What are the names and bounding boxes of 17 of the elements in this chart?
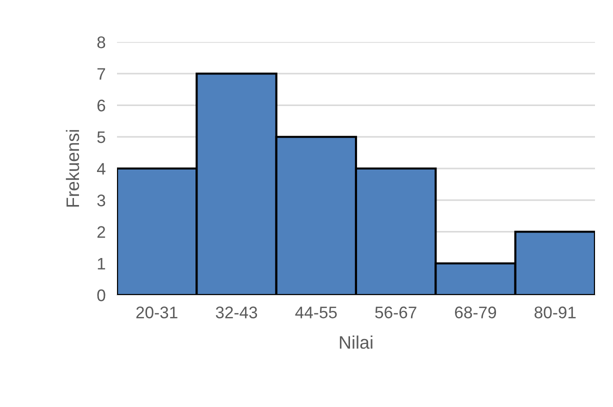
y-tick-label: 2 (97, 226, 106, 238)
y-tick-label: 7 (97, 68, 106, 80)
y-tick-label: 0 (97, 289, 106, 302)
y-tick-label: 1 (98, 258, 106, 270)
x-tick-label: 32-43 (216, 306, 258, 318)
y-tick-label: 8 (97, 36, 106, 48)
y-tick-label: 4 (97, 163, 106, 175)
x-axis-title: Nilai (340, 336, 372, 349)
x-tick-label: 44-55 (295, 306, 337, 318)
y-tick-label: 5 (97, 131, 106, 144)
y-axis-title: Frekuensi (66, 130, 80, 207)
y-tick-label: 6 (97, 100, 106, 112)
x-tick-label: 20-31 (136, 306, 178, 318)
y-tick-label: 3 (97, 194, 106, 206)
x-tick-label: 80-91 (534, 306, 576, 318)
x-tick-label: 56-67 (375, 306, 416, 318)
x-tick-label: 68-79 (455, 306, 496, 318)
